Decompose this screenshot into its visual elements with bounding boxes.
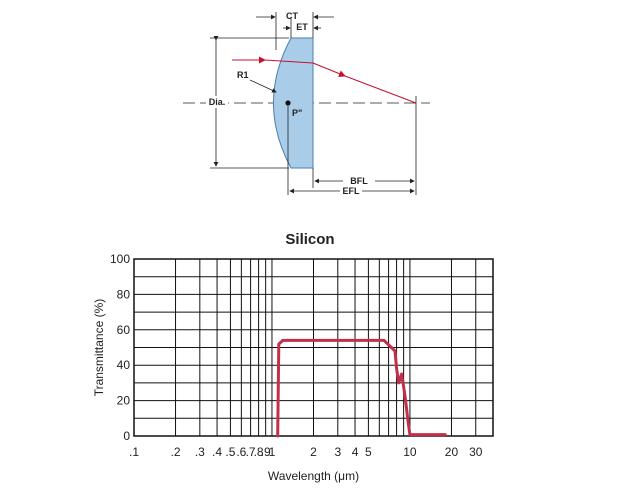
x-tick-label: .7 <box>246 445 256 459</box>
chart-grid <box>133 258 494 437</box>
transmittance-series-line <box>276 338 447 438</box>
x-tick-label: 4 <box>352 445 359 459</box>
x-tick-label: 10 <box>403 445 417 459</box>
lens-diagram: Dia. R1 P" CT ET BFL EFL <box>183 11 430 196</box>
plot-frame <box>133 258 494 437</box>
y-tick-label: 80 <box>117 287 131 301</box>
r1-label: R1 <box>237 70 249 80</box>
x-tick-label: .5 <box>225 445 235 459</box>
y-axis-label: Transmittance (%) <box>92 299 106 397</box>
x-tick-labels: .1 .2 .3 .4.5.6.7.8.91 2 3 4 5 10 20 30 <box>129 445 483 459</box>
efl-label: EFL <box>343 186 361 196</box>
x-tick-label: .1 <box>129 445 139 459</box>
x-tick-label: .9 <box>261 445 271 459</box>
chart-title: Silicon <box>285 231 334 248</box>
et-label: ET <box>296 22 308 32</box>
x-tick-label: 5 <box>365 445 372 459</box>
lens-body <box>273 37 314 169</box>
x-tick-label: 2 <box>310 445 317 459</box>
y-tick-label: 60 <box>117 323 131 337</box>
x-tick-label: .2 <box>171 445 181 459</box>
y-tick-label: 0 <box>123 429 130 443</box>
y-tick-labels: 0 20 40 60 80 100 <box>110 252 130 443</box>
bfl-label: BFL <box>350 176 368 186</box>
transmittance-chart: Silicon .1 .2 .3 .4.5.6.7.8.91 2 3 4 5 10 20 30 0 2… <box>92 231 494 483</box>
x-tick-label: .4 <box>212 445 222 459</box>
r1-leader <box>249 79 277 93</box>
series-layer <box>276 338 447 438</box>
y-tick-label: 100 <box>110 252 130 266</box>
x-tick-label: .8 <box>254 445 264 459</box>
x-tick-label: .3 <box>195 445 205 459</box>
dia-label: Dia. <box>209 97 226 107</box>
x-tick-label: 3 <box>334 445 341 459</box>
x-tick-label: .6 <box>236 445 246 459</box>
x-tick-label: 20 <box>445 445 459 459</box>
principal-point-label: P" <box>292 108 302 118</box>
ct-label: CT <box>286 11 298 21</box>
y-tick-label: 20 <box>117 394 131 408</box>
x-axis-label: Wavelength (μm) <box>268 469 359 483</box>
principal-point-marker <box>285 100 291 106</box>
x-tick-label: 1 <box>269 445 276 459</box>
x-tick-label: 30 <box>469 445 483 459</box>
y-tick-label: 40 <box>117 358 131 372</box>
outgoing-ray <box>312 62 346 77</box>
incoming-ray-in-lens <box>264 59 314 64</box>
outgoing-ray-tail <box>344 75 417 104</box>
